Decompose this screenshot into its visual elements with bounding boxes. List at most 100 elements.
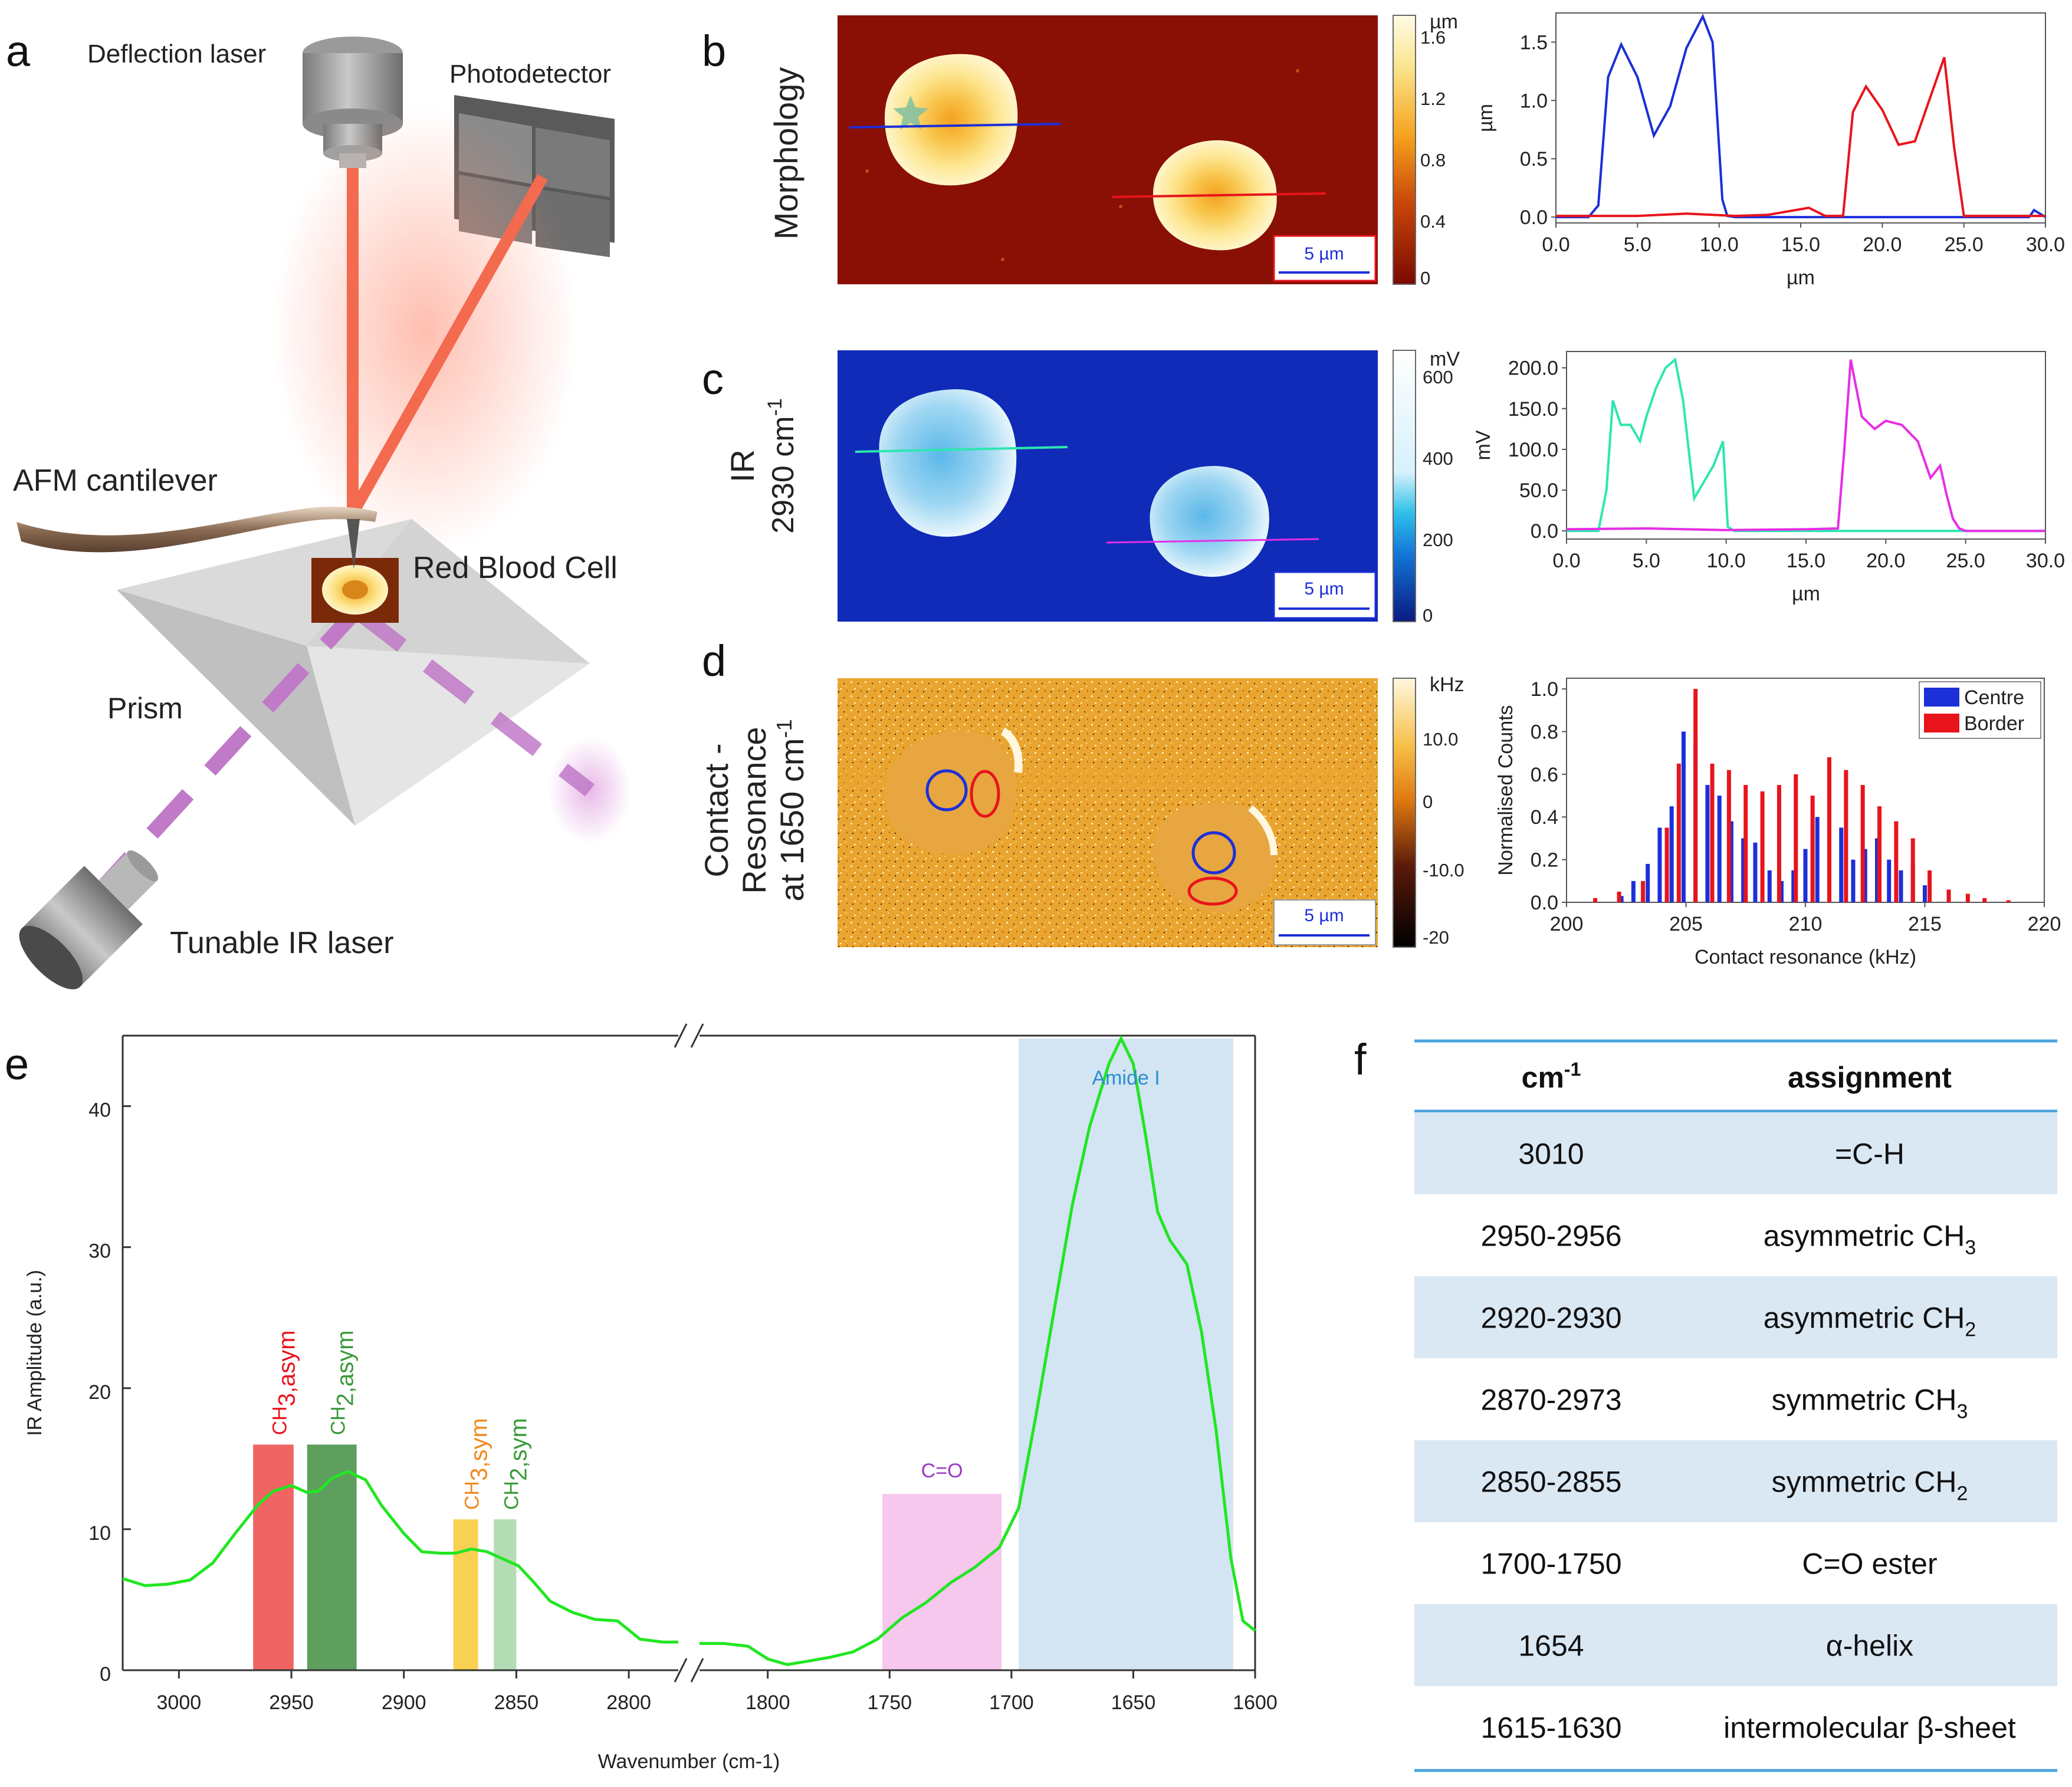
band-label-sub: 3,asym [274,1330,300,1406]
histogram-bar [1899,870,1903,902]
panel-f: f cm-1 assignment 3010 =C-H 2950-2956 asymmet… [1354,1035,2057,1772]
histogram-bar [1794,774,1798,902]
border-roi [1187,876,1238,906]
panel-c: c IR 2930 cm-1 5 µm mV 600 400 200 0 0.0… [702,348,2065,626]
table-cell-assignment: =C-H [1835,1138,1904,1171]
x-tick-label: 0.0 [1542,234,1569,256]
band-label: CH2,asym [327,1330,359,1435]
label-afm-cantilever: AFM cantilever [13,464,218,498]
panel-label-f: f [1354,1035,1367,1084]
histogram-bar [1863,849,1867,902]
table-row-band [1414,1112,2057,1194]
spectrum-line [700,1035,1256,1666]
table-cell-cm: 1615-1630 [1480,1712,1621,1745]
band-label: C=O [921,1460,963,1482]
table-cell-cm: 3010 [1518,1138,1584,1171]
histogram-bar [1717,796,1722,902]
band-region [494,1519,517,1670]
colorbar-cr [1393,678,1416,948]
row-label-d-sup: -1 [772,719,796,738]
label-photodetector: Photodetector [449,60,611,88]
rbc-1-ir [879,389,1017,537]
axis-break-mark [674,1023,688,1048]
table-cell-sub: 3 [1956,1401,1968,1423]
cyan-line-profile [855,446,1068,453]
plot-frame [1566,351,2046,540]
axis-break-mark [690,1023,704,1048]
row-label-d-text: at 1650 cm [773,738,810,901]
spectrum-chart-e: 0 10 20 30 40 3000 2950 2900 2850 2800 1800 1750 170… [24,1023,1278,1773]
x-tick-label: 10.0 [1700,234,1739,256]
table-cell-assignment: symmetric CH2 [1772,1466,1968,1505]
table-cell-cm: 2920-2930 [1480,1302,1621,1335]
scalebar-box [1273,899,1376,945]
series-line [1556,14,2047,219]
table-cell-sub: 2 [1965,1319,1976,1341]
band-region [253,1444,294,1670]
y-axis-label: Normalised Counts [1495,705,1517,875]
histogram-bar [1927,870,1932,902]
x-tick-label: 5.0 [1633,550,1660,572]
y-tick-label: 0.6 [1531,764,1558,786]
band-label-sub: 2,asym [333,1330,359,1406]
histogram-bar [1729,821,1733,902]
panel-d: d Contact - Resonance at 1650 cm-1 5 µm … [698,636,2061,968]
x-tick-label: 200 [1550,913,1584,935]
x-tick-label: 215 [1908,913,1942,935]
x-tick-label: 1700 [989,1691,1034,1714]
x-tick-label: 210 [1789,913,1823,935]
y-tick-label: 0.2 [1531,849,1558,872]
x-tick-label: 30.0 [2026,234,2065,256]
profile-chart-c: 0.0 5.0 10.0 15.0 20.0 25.0 30.0 0.0 50.0 100.0 15… [1472,351,2065,605]
x-axis-label: µm [1787,267,1815,289]
x-tick-label: 20.0 [1866,550,1905,572]
axis-break-mark [690,1658,704,1683]
histogram-bar [1617,891,1621,902]
table-row-band [1414,1276,2057,1358]
label-deflection-laser: Deflection laser [87,40,266,68]
histogram-bar [1669,806,1674,902]
afm-cantilever-icon [17,507,377,569]
x-tick-label: 2800 [606,1691,651,1714]
histogram-bar [1760,791,1765,902]
scalebar-label: 5 µm [1304,906,1344,925]
colorbar-tick: 200 [1423,530,1453,550]
panel-label-c: c [702,354,724,403]
histogram-bar [1887,859,1892,902]
band-label-sub: 3,sym [467,1418,492,1481]
colorbar-unit: kHz [1430,674,1464,696]
histogram-bar [1851,859,1856,902]
laser-beam-reflected [347,174,548,516]
y-tick-label: 0.4 [1531,806,1558,829]
histogram-bar [1710,763,1715,902]
y-tick-label: 0.0 [1531,520,1558,543]
table-cell-cm: 1700-1750 [1480,1548,1621,1581]
histogram-bar [1844,770,1848,902]
ir-beam-in [88,608,360,902]
histogram-bar [1791,870,1796,902]
y-tick-label: 40 [88,1099,111,1122]
series-line [1567,357,2045,533]
band-region [882,1494,1002,1670]
table-cell-assignment: asymmetric CH3 [1764,1220,1976,1259]
histogram-bar [1741,838,1746,902]
band-region [1019,1038,1233,1670]
y-tick-label: 20 [88,1381,111,1404]
legend-label: Border [1964,712,2024,735]
label-prism: Prism [107,692,183,725]
x-tick-label: 2900 [382,1691,426,1714]
histogram-bar [1965,894,1970,902]
y-axis-label: µm [1475,104,1497,132]
band-label: CH3,asym [269,1330,300,1435]
assignment-table: cm-1 assignment 3010 =C-H 2950-2956 asymmetri… [1414,1039,2057,1772]
histogram-bar [1777,784,1781,902]
x-tick-label: 220 [2028,913,2061,935]
scalebar-label: 5 µm [1304,244,1344,264]
histogram-bar [1946,889,1951,902]
y-tick-label: 0.8 [1531,721,1558,743]
histogram-bar [1619,896,1624,902]
row-label-ir-sup: -1 [764,398,786,416]
row-label-resonance: Resonance [735,727,773,894]
y-tick-label: 100.0 [1508,439,1558,461]
border-roi [970,770,1000,818]
